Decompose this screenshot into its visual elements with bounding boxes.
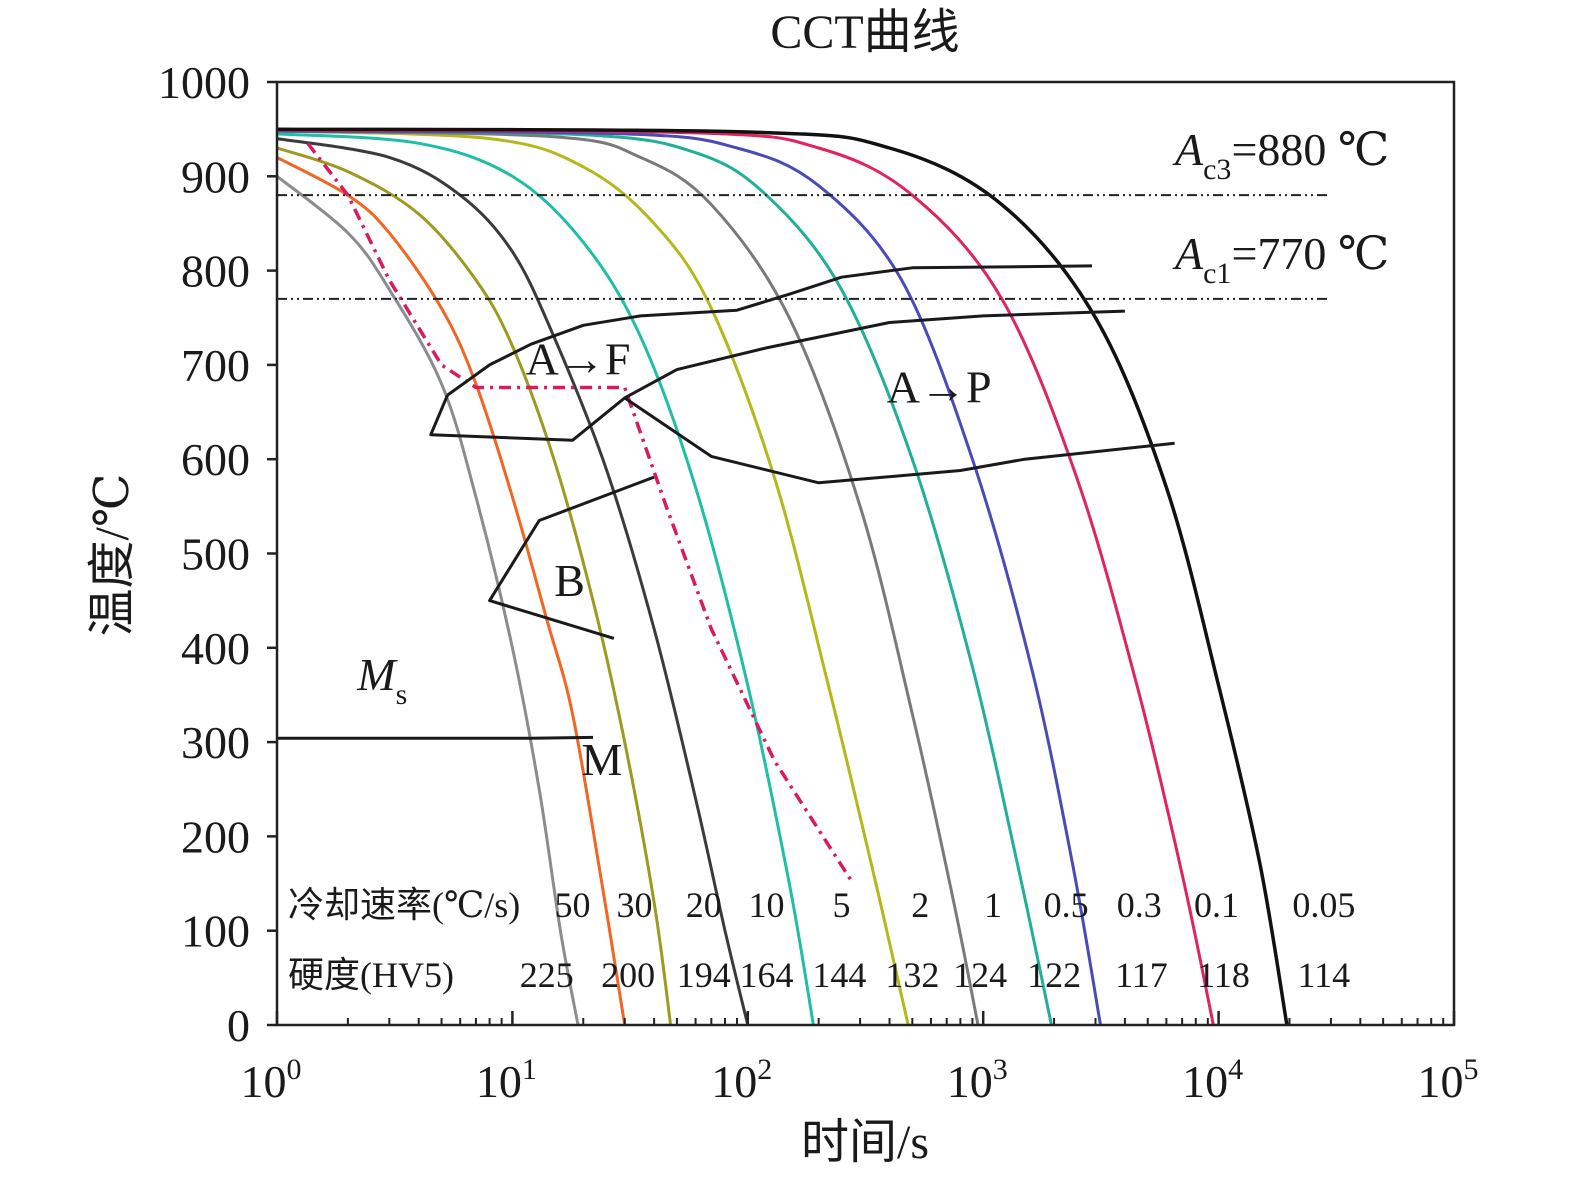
y-tick-label: 700	[181, 340, 250, 391]
rate-row-label: 冷却速率(℃/s)	[288, 885, 520, 925]
rate-hardness-table: 冷却速率(℃/s) 硬度(HV5) 50 30 20 10 5 2 1 0.5 0.3 0.1 0.05…	[288, 885, 1355, 995]
annotations: A→F A→P B M Ms	[356, 333, 991, 785]
y-tick-label: 300	[181, 717, 250, 768]
cooling-rate-value: 0.05	[1292, 885, 1355, 925]
y-tick-label: 0	[227, 1000, 250, 1051]
phase-annotation: Ms	[356, 649, 407, 711]
cooling-curve	[276, 137, 750, 1026]
cooling-curve	[276, 129, 1102, 1026]
cooling-curve	[276, 156, 627, 1026]
y-tick-label: 1000	[158, 57, 250, 108]
hardness-value: 200	[601, 955, 655, 995]
phase-boundary	[623, 396, 1175, 485]
chart-title: CCT曲线	[770, 6, 959, 59]
phase-boundary	[488, 475, 655, 640]
x-tick-label: 105	[1418, 1053, 1479, 1107]
x-tick-label: 100	[241, 1053, 302, 1107]
hardness-value: 225	[520, 955, 574, 995]
cooling-curve	[276, 129, 980, 1026]
cooling-rate-value: 0.3	[1117, 885, 1162, 925]
phase-annotation: B	[554, 555, 585, 606]
x-axis-title: 时间/s	[801, 1116, 929, 1169]
cooling-rate-value: 1	[984, 885, 1002, 925]
x-tick-label: 101	[476, 1053, 537, 1107]
reference-label: Ac1=770 ℃	[1172, 228, 1389, 290]
hardness-value: 117	[1115, 955, 1168, 995]
y-tick-label: 500	[181, 529, 250, 580]
cooling-rate-value: 0.5	[1044, 885, 1089, 925]
x-tick-label: 102	[711, 1053, 772, 1107]
y-tick-label: 400	[181, 623, 250, 674]
phase-annotation: A→F	[526, 333, 631, 384]
cooling-curve	[276, 127, 1289, 1026]
y-axis-title: 温度/℃	[86, 473, 139, 636]
y-tick-label: 800	[181, 246, 250, 297]
cooling-rate-value: 10	[748, 885, 784, 925]
cooling-rate-value: 30	[616, 885, 652, 925]
hardness-value: 122	[1027, 955, 1081, 995]
hardness-value: 114	[1298, 955, 1351, 995]
phase-annotation: M	[581, 734, 622, 785]
hardness-row-label: 硬度(HV5)	[288, 955, 454, 995]
hardness-value: 132	[885, 955, 939, 995]
y-tick-label: 200	[181, 811, 250, 862]
y-tick-label: 600	[181, 434, 250, 485]
x-tick-label: 104	[1182, 1053, 1243, 1107]
cooling-rate-value: 5	[832, 885, 850, 925]
y-tick-label: 900	[181, 151, 250, 202]
hardness-value: 124	[953, 955, 1007, 995]
plot-frame	[275, 80, 1456, 1027]
critical-cooling-line	[306, 142, 855, 885]
cooling-curve	[276, 129, 1053, 1026]
cooling-curve	[276, 175, 580, 1026]
reference-label: Ac3=880 ℃	[1172, 124, 1389, 186]
phase-boundary	[277, 735, 594, 740]
phase-boundary	[429, 309, 1125, 442]
hardness-value: 194	[677, 955, 731, 995]
cooling-rate-value: 50	[554, 885, 590, 925]
x-tick-label: 103	[947, 1053, 1008, 1107]
hardness-value: 118	[1197, 955, 1250, 995]
cooling-curve	[276, 132, 815, 1026]
hardness-value: 144	[812, 955, 866, 995]
hardness-value: 164	[739, 955, 793, 995]
reference-lines: Ac3=880 ℃ Ac1=770 ℃	[277, 124, 1389, 300]
cooling-rate-value: 20	[686, 885, 722, 925]
phase-annotation: A→P	[887, 362, 992, 413]
phase-boundary	[446, 264, 1093, 397]
phase-boundaries	[277, 264, 1175, 740]
y-tick-label: 100	[181, 906, 250, 957]
cooling-rate-value: 0.1	[1194, 885, 1239, 925]
cooling-rate-value: 2	[911, 885, 929, 925]
cooling-curve	[276, 128, 1215, 1026]
cooling-curve	[276, 146, 673, 1026]
